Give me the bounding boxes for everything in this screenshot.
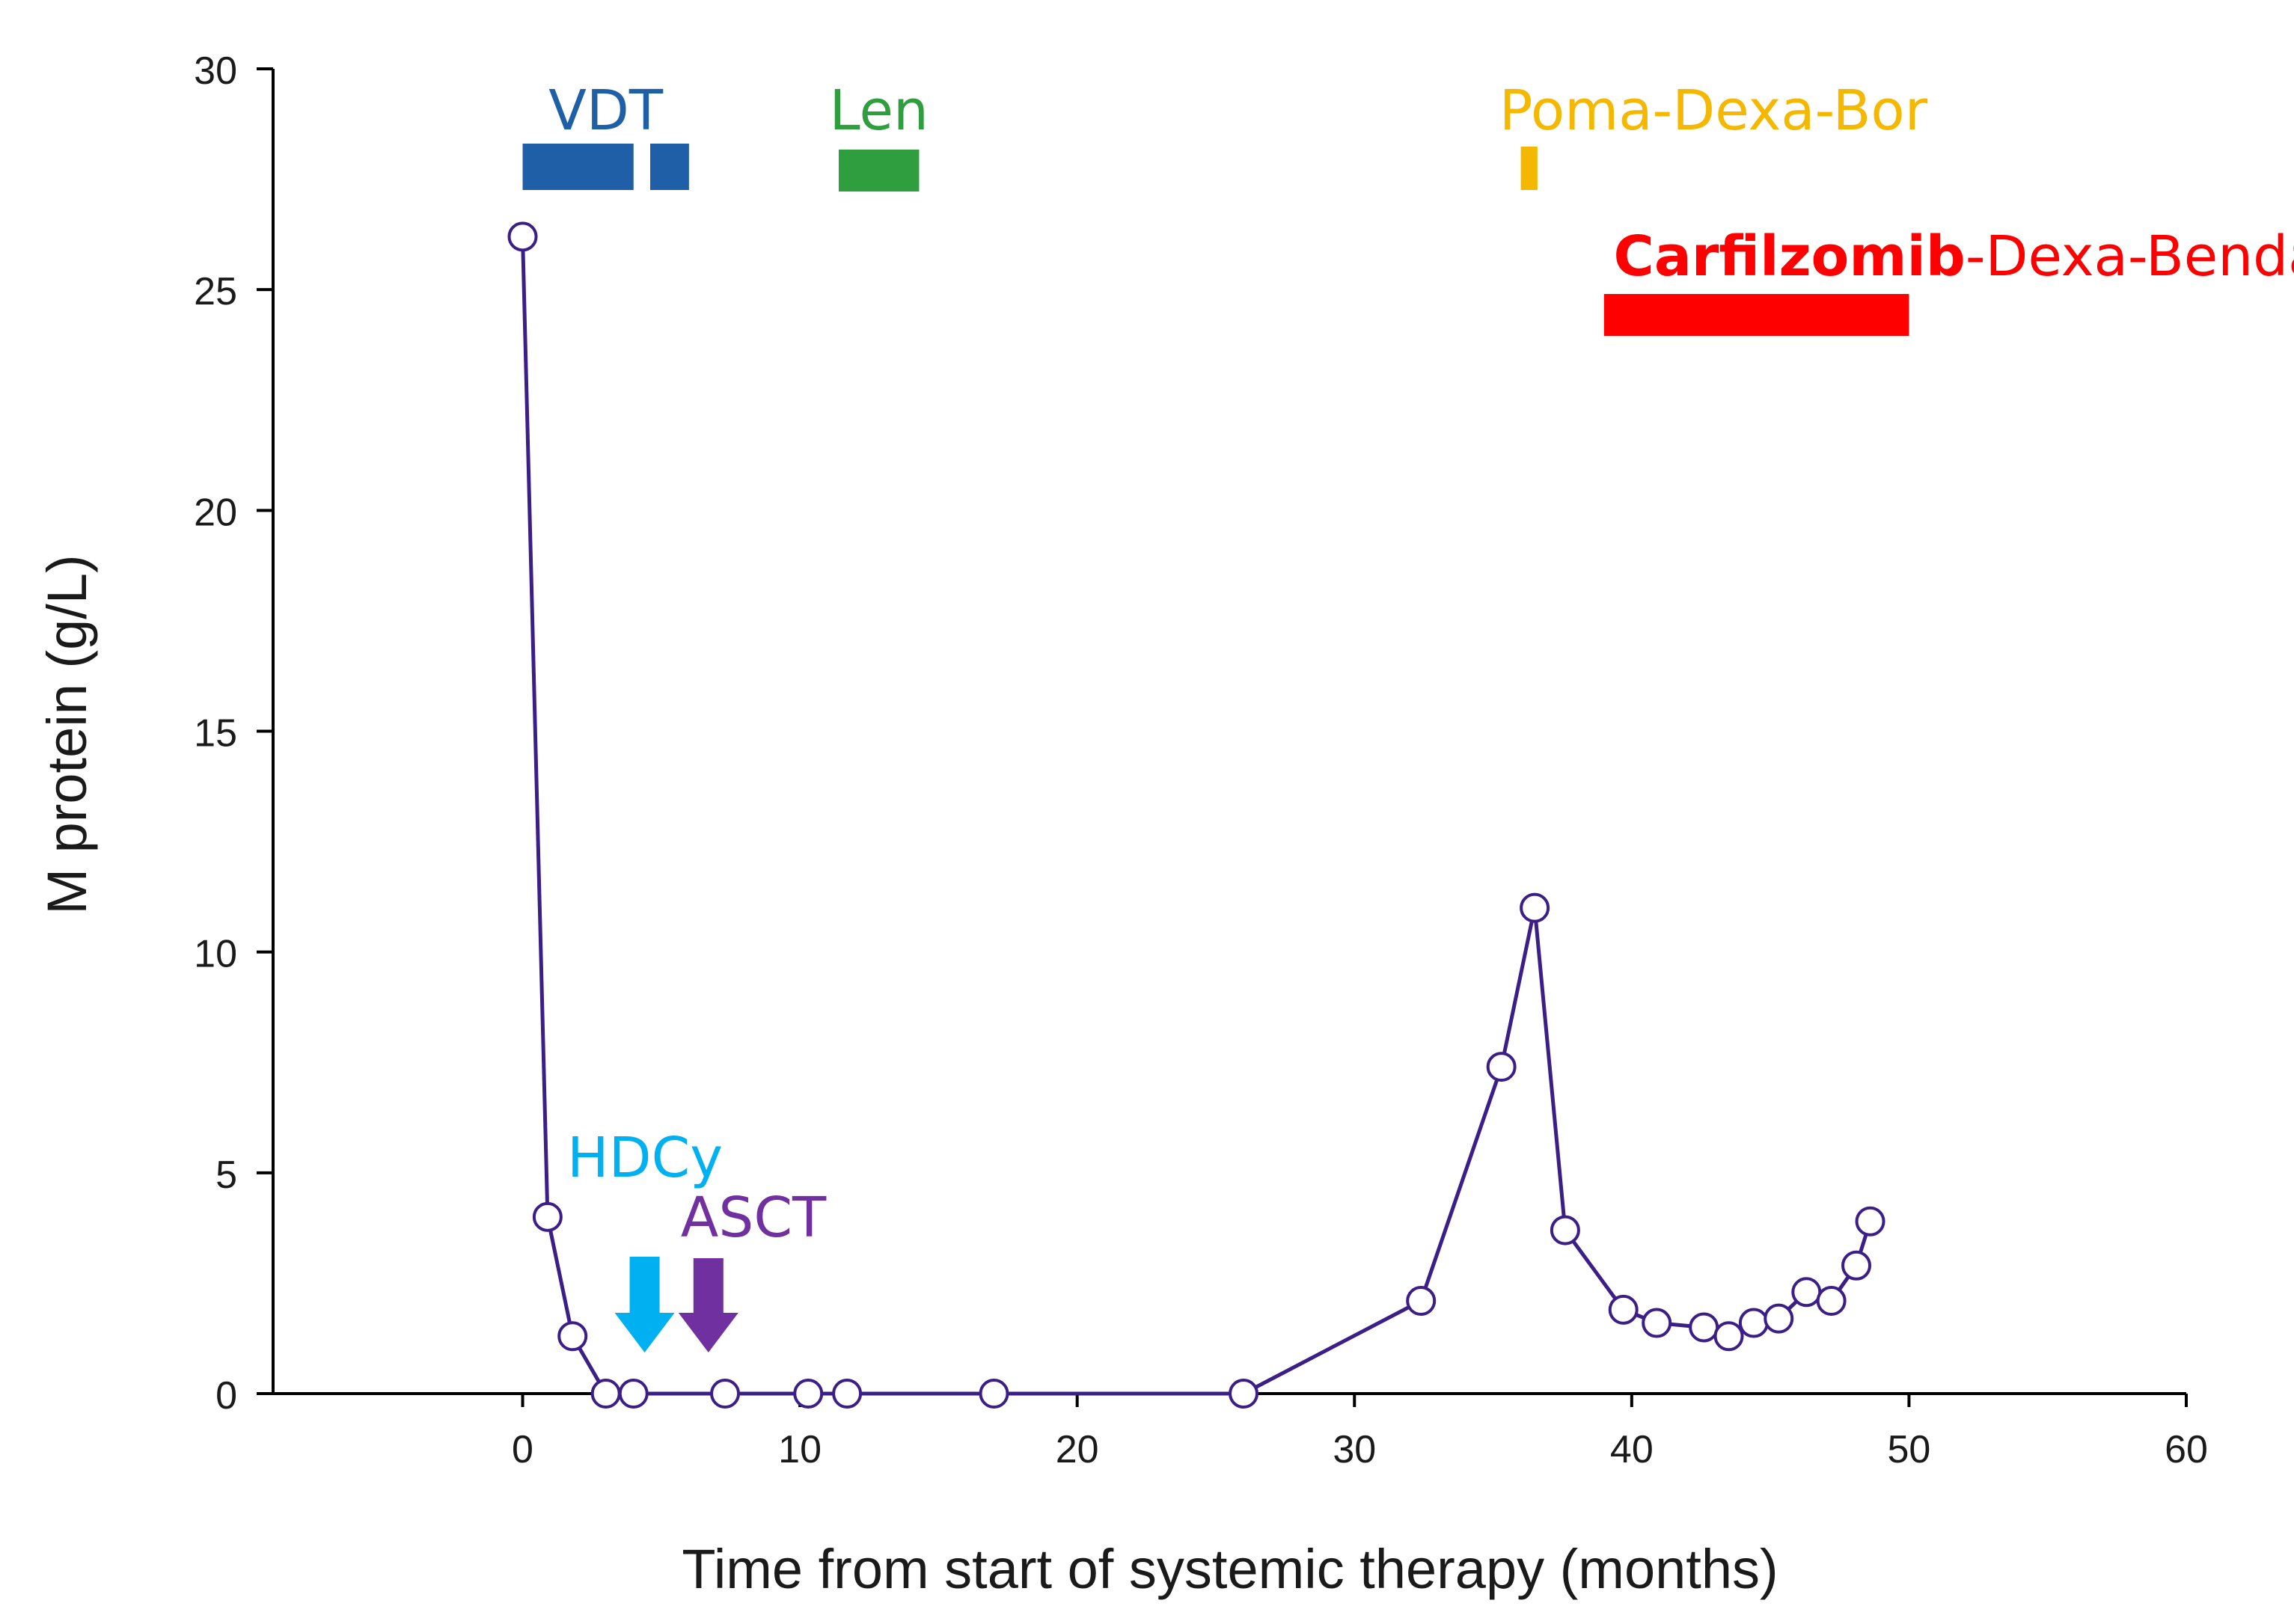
data-point bbox=[1608, 1294, 1639, 1325]
data-point bbox=[1520, 892, 1550, 923]
treatment-bar bbox=[1520, 147, 1538, 190]
m-protein-markers bbox=[507, 221, 1885, 1409]
data-point bbox=[1713, 1321, 1744, 1352]
event-arrow bbox=[678, 1258, 738, 1352]
treatment-bar bbox=[649, 144, 689, 190]
x-tick-label: 20 bbox=[1056, 1428, 1099, 1471]
data-point bbox=[710, 1379, 741, 1409]
axes: 0 10 20 30 40 50 60 0 5 10 15 20 25 30 bbox=[194, 49, 2208, 1471]
treatment-label: Carfilzomib-Dexa-Benda bbox=[1614, 224, 2294, 289]
treatment-bar bbox=[838, 150, 920, 191]
treatment-label: VDT bbox=[548, 79, 664, 143]
y-tick-label: 30 bbox=[194, 49, 237, 93]
x-tick-label: 10 bbox=[778, 1428, 822, 1471]
event-label: ASCT bbox=[681, 1186, 827, 1250]
data-point bbox=[1229, 1379, 1259, 1409]
y-tick-label: 15 bbox=[194, 712, 237, 756]
data-point bbox=[1764, 1303, 1794, 1334]
y-axis-title: M protein (g/L) bbox=[36, 554, 98, 914]
treatment-bar bbox=[1603, 294, 1909, 336]
data-point bbox=[1642, 1308, 1672, 1338]
data-point bbox=[1841, 1250, 1872, 1281]
x-tick-label: 40 bbox=[1610, 1428, 1654, 1471]
x-tick-label: 30 bbox=[1333, 1428, 1376, 1471]
data-point bbox=[557, 1321, 588, 1352]
data-point bbox=[1406, 1286, 1437, 1317]
data-point bbox=[1791, 1277, 1822, 1308]
x-tick-label: 50 bbox=[1887, 1428, 1930, 1471]
data-point bbox=[793, 1379, 824, 1409]
x-axis-title: Time from start of systemic therapy (mon… bbox=[682, 1538, 1778, 1600]
x-tick-label: 60 bbox=[2165, 1428, 2208, 1471]
data-point bbox=[1738, 1308, 1769, 1338]
data-point bbox=[832, 1379, 863, 1409]
y-tick-label: 20 bbox=[194, 491, 237, 534]
data-point bbox=[590, 1379, 621, 1409]
data-point bbox=[1855, 1206, 1885, 1237]
y-tick-label: 10 bbox=[194, 933, 237, 976]
data-point bbox=[618, 1379, 649, 1409]
data-point bbox=[979, 1379, 1009, 1409]
treatment-label: Len bbox=[830, 79, 929, 143]
data-point bbox=[532, 1201, 563, 1232]
y-tick-label: 25 bbox=[194, 270, 237, 313]
data-point bbox=[1816, 1286, 1847, 1317]
event-label: HDCy bbox=[567, 1126, 723, 1190]
data-point bbox=[1550, 1215, 1580, 1245]
data-point bbox=[1689, 1312, 1719, 1343]
data-point bbox=[1486, 1052, 1517, 1082]
y-tick-label: 0 bbox=[215, 1374, 237, 1418]
treatment-label: Poma-Dexa-Bor bbox=[1499, 79, 1928, 143]
treatment-bar bbox=[522, 144, 634, 190]
y-tick-label: 5 bbox=[215, 1153, 237, 1197]
treatment-bars: VDT Len Poma-Dexa-Bor Carfilzomib-Dexa-Bend… bbox=[522, 79, 2294, 336]
data-point bbox=[507, 221, 538, 252]
event-arrow bbox=[614, 1257, 675, 1352]
x-tick-label: 0 bbox=[512, 1428, 533, 1471]
